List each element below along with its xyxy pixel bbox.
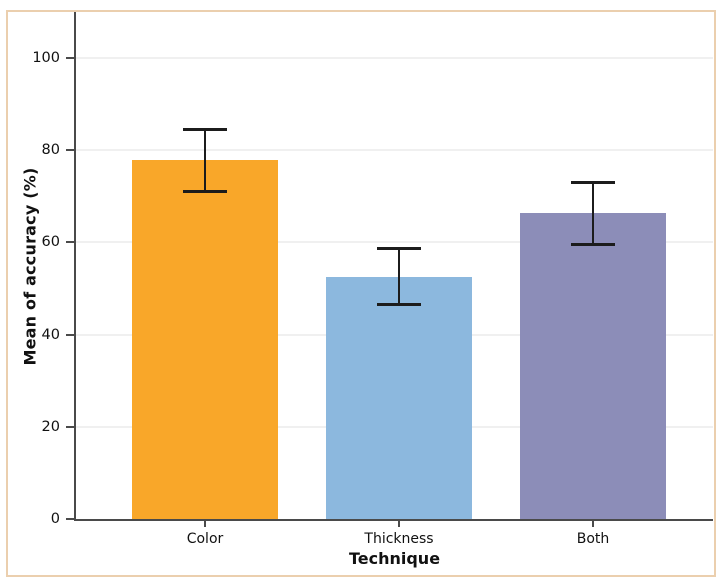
error-bar-cap-upper-both — [571, 180, 615, 184]
y-tick-label-0: 0 — [50, 511, 60, 527]
x-tick-thickness — [398, 521, 400, 527]
error-bar-line-thickness — [398, 249, 400, 305]
x-tick-color — [204, 521, 206, 527]
x-category-label-thickness: Thickness — [364, 531, 434, 547]
gridline-60 — [76, 241, 713, 244]
y-tick-label-80: 80 — [41, 142, 60, 159]
error-bar-line-color — [204, 129, 206, 192]
y-tick-label-60: 60 — [41, 234, 60, 251]
error-bar-cap-lower-thickness — [377, 302, 421, 306]
error-bar-line-both — [592, 182, 594, 245]
y-tick-40 — [66, 333, 74, 336]
error-bar-cap-lower-color — [183, 189, 227, 193]
error-bar-cap-lower-both — [571, 242, 615, 246]
x-tick-both — [592, 521, 594, 527]
y-tick-60 — [66, 241, 74, 244]
y-tick-label-20: 20 — [41, 418, 60, 435]
error-bar-cap-upper-thickness — [377, 247, 421, 251]
y-tick-label-100: 100 — [32, 50, 60, 67]
y-tick-80 — [66, 149, 74, 152]
x-category-label-color: Color — [186, 531, 224, 547]
y-tick-20 — [66, 425, 74, 428]
bar-both — [520, 212, 666, 519]
y-tick-label-40: 40 — [41, 326, 60, 343]
error-bar-cap-upper-color — [183, 127, 227, 131]
y-tick-0 — [66, 518, 74, 520]
chart-frame: Mean of accuracy (%) Technique 0 20 40 60 80… — [6, 10, 716, 577]
bar-thickness — [326, 277, 472, 519]
y-axis-title-column: Mean of accuracy (%) — [16, 12, 44, 521]
plot-area: Technique 0 20 40 60 80 100 Color Thickness Both — [32, 12, 713, 568]
gridline-100 — [76, 57, 713, 60]
gridline-80 — [76, 149, 713, 152]
x-axis-title: Technique — [348, 549, 441, 568]
bar-color — [132, 159, 278, 519]
x-category-label-both: Both — [576, 531, 610, 547]
y-tick-100 — [66, 57, 74, 60]
